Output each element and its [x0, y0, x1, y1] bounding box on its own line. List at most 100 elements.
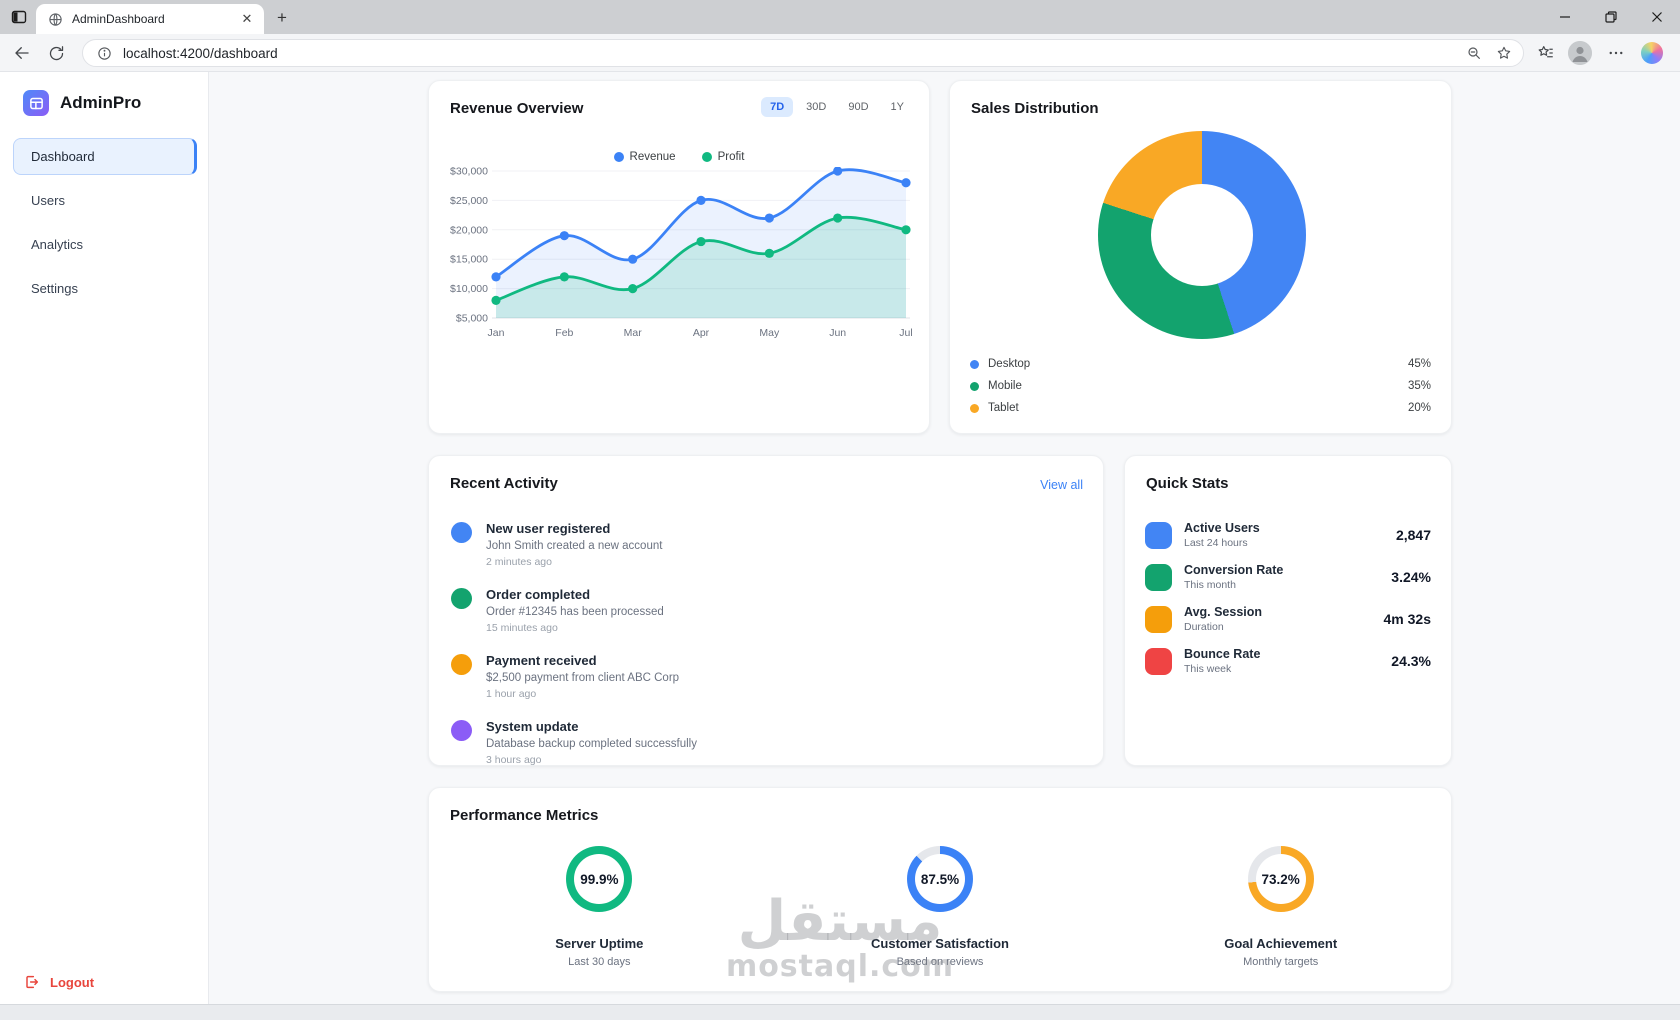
- sidebar-item-dashboard[interactable]: Dashboard: [13, 138, 197, 175]
- settings-more-icon[interactable]: [1604, 41, 1628, 65]
- sales-legend: Desktop 45% Mobile 35% Tablet 20%: [970, 353, 1431, 419]
- active-users-icon: [1145, 521, 1172, 549]
- restore-button[interactable]: [1588, 0, 1634, 34]
- stat-value: 4m 32s: [1383, 611, 1431, 627]
- copilot-icon[interactable]: [1640, 41, 1664, 65]
- activity-title: New user registered: [486, 521, 611, 536]
- desktop-percent: 45%: [1407, 358, 1431, 370]
- activity-time: 1 hour ago: [486, 688, 537, 700]
- stat-value: 2,847: [1395, 527, 1431, 543]
- sales-distribution-card: Sales Distribution Desktop 45% Mobile 35…: [949, 80, 1452, 434]
- svg-text:Jul: Jul: [899, 327, 912, 339]
- range-1y-button[interactable]: 1Y: [890, 101, 904, 113]
- legend-row-desktop: Desktop 45%: [970, 353, 1431, 375]
- legend-revenue-label: Revenue: [629, 151, 676, 163]
- activity-item: System update Database backup completed …: [451, 710, 1083, 776]
- legend-row-tablet: Tablet 20%: [970, 397, 1431, 419]
- stat-sublabel: Duration: [1184, 621, 1224, 633]
- svg-text:$15,000: $15,000: [450, 254, 488, 266]
- tab-strip: AdminDashboard ✕ +: [0, 0, 1680, 34]
- logout-label: Logout: [50, 974, 95, 990]
- activity-title: Payment received: [486, 653, 597, 668]
- stat-sublabel: This month: [1184, 579, 1236, 591]
- close-window-button[interactable]: [1634, 0, 1680, 34]
- tablet-label: Tablet: [988, 402, 1019, 414]
- main-content: Revenue Overview 7D 30D 90D 1Y Revenue P…: [208, 72, 1680, 1004]
- zoom-out-icon[interactable]: [1463, 42, 1485, 64]
- range-30d-button[interactable]: 30D: [806, 101, 827, 113]
- range-90d-button[interactable]: 90D: [848, 101, 869, 113]
- brand-name: AdminPro: [60, 93, 142, 112]
- bounce-rate-icon: [1145, 647, 1172, 675]
- sidebar-item-analytics[interactable]: Analytics: [31, 237, 84, 252]
- revenue-line-chart: $5,000 $10,000 $15,000 $20,000 $25,000 $30,00…: [450, 167, 913, 339]
- ring-sublabel: Last 30 days: [568, 956, 631, 968]
- activity-card-title: Recent Activity: [450, 475, 558, 492]
- dashboard-page: AdminPro Dashboard Users Analytics Setti…: [0, 72, 1680, 1004]
- desktop-label: Desktop: [988, 358, 1031, 370]
- activity-dot-orange: [451, 654, 472, 675]
- stat-row-avg-session: Avg. Session Duration 4m 32s: [1145, 598, 1431, 640]
- brand: AdminPro: [23, 90, 141, 116]
- revenue-card-title: Revenue Overview: [450, 100, 584, 117]
- activity-subtitle: John Smith created a new account: [486, 540, 663, 552]
- legend-profit: Profit: [701, 151, 745, 163]
- activity-title: System update: [486, 719, 579, 734]
- logout-button[interactable]: Logout: [24, 974, 94, 990]
- stat-label: Conversion Rate: [1184, 563, 1284, 577]
- favorites-bar-icon[interactable]: [1534, 41, 1558, 65]
- ring-value: 73.2%: [1261, 871, 1300, 887]
- profile-avatar[interactable]: [1568, 41, 1592, 65]
- activity-item: New user registered John Smith created a…: [451, 512, 1083, 578]
- stat-label: Bounce Rate: [1184, 647, 1261, 661]
- stats-list: Active Users Last 24 hours 2,847 Convers…: [1145, 514, 1431, 682]
- svg-text:May: May: [759, 327, 780, 339]
- mobile-legend-dot: [970, 381, 979, 391]
- new-tab-button[interactable]: +: [277, 8, 287, 27]
- stat-label: Active Users: [1184, 521, 1260, 535]
- activity-time: 15 minutes ago: [486, 622, 558, 634]
- tab-close-icon[interactable]: ✕: [241, 11, 253, 26]
- svg-text:Feb: Feb: [555, 327, 573, 339]
- customer-satisfaction-ring: 87.5%: [907, 846, 973, 912]
- profit-legend-dot: [701, 152, 712, 162]
- tablet-legend-dot: [970, 403, 979, 413]
- svg-text:Mar: Mar: [624, 327, 643, 339]
- sidebar-item-users[interactable]: Users: [31, 193, 65, 208]
- legend-revenue: Revenue: [613, 151, 676, 163]
- quick-stats-card: Quick Stats Active Users Last 24 hours 2…: [1124, 455, 1452, 766]
- browser-tab[interactable]: AdminDashboard ✕: [36, 4, 264, 34]
- metric-customer-satisfaction: 87.5% Customer Satisfaction Based on rev…: [770, 846, 1111, 968]
- server-uptime-ring: 99.9%: [566, 846, 633, 912]
- minimize-button[interactable]: [1542, 0, 1588, 34]
- svg-text:Jun: Jun: [829, 327, 846, 339]
- rings-row: 99.9% Server Uptime Last 30 days 87.5% C…: [429, 846, 1451, 968]
- refresh-button[interactable]: [44, 41, 68, 65]
- favorite-star-icon[interactable]: [1493, 42, 1515, 64]
- back-button[interactable]: [10, 41, 34, 65]
- tab-actions-menu-icon[interactable]: [8, 7, 30, 27]
- tab-title: AdminDashboard: [72, 12, 165, 26]
- svg-text:Apr: Apr: [693, 327, 710, 339]
- sidebar-item-settings[interactable]: Settings: [31, 281, 78, 296]
- range-7d-button[interactable]: 7D: [761, 97, 794, 117]
- activity-dot-blue: [451, 522, 472, 543]
- tab-favicon-globe-icon: [48, 12, 63, 27]
- stat-row-bounce-rate: Bounce Rate This week 24.3%: [1145, 640, 1431, 682]
- ring-sublabel: Based on reviews: [896, 956, 984, 968]
- url-text[interactable]: localhost:4200/dashboard: [123, 45, 278, 61]
- desktop-legend-dot: [970, 359, 979, 369]
- activity-dot-purple: [451, 720, 472, 741]
- legend-profit-label: Profit: [717, 151, 745, 163]
- sidebar: AdminPro Dashboard Users Analytics Setti…: [0, 72, 208, 1004]
- revenue-overview-card: Revenue Overview 7D 30D 90D 1Y Revenue P…: [428, 80, 930, 434]
- ring-sublabel: Monthly targets: [1243, 956, 1319, 968]
- view-all-link[interactable]: View all: [1040, 478, 1083, 492]
- quick-stats-title: Quick Stats: [1146, 475, 1229, 492]
- address-bar[interactable]: localhost:4200/dashboard: [82, 39, 1524, 67]
- stat-sublabel: This week: [1184, 663, 1232, 675]
- site-info-icon[interactable]: [93, 42, 115, 64]
- conversion-rate-icon: [1145, 563, 1172, 591]
- activity-time: 2 minutes ago: [486, 556, 552, 568]
